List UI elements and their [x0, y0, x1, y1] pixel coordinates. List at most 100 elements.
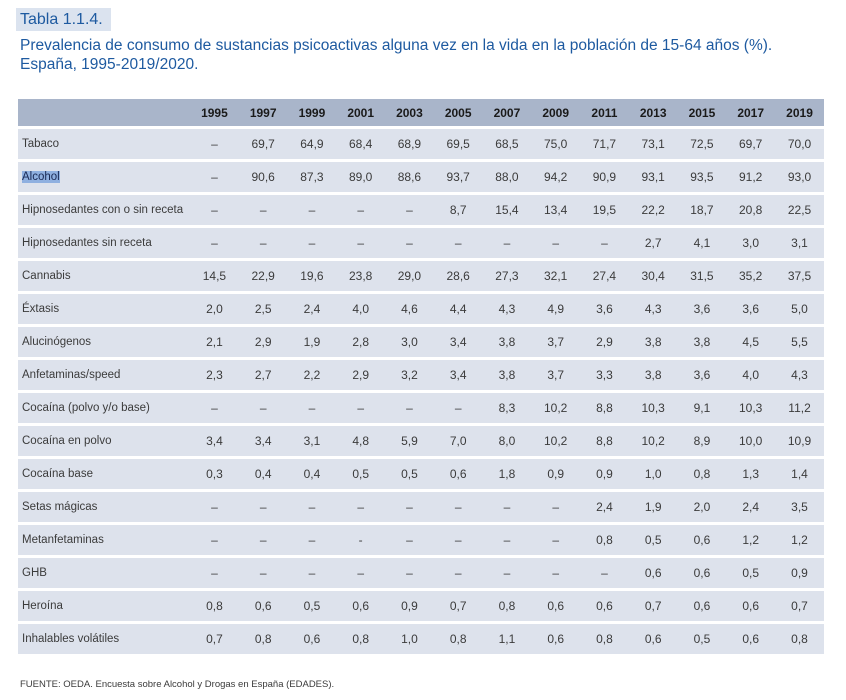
- table-cell: –: [580, 558, 629, 588]
- table-cell: 3,6: [580, 294, 629, 324]
- table-row: Alucinógenos 2,1 2,9 1,9 2,8 3,0 3,4 3,8 3,7 2,9 3…: [18, 327, 824, 357]
- table-cell: 19,5: [580, 195, 629, 225]
- table-number: Tabla 1.1.4.: [16, 8, 111, 31]
- table-cell: –: [190, 195, 239, 225]
- row-label: Alcohol: [18, 162, 191, 192]
- table-cell: 27,3: [482, 261, 532, 291]
- row-label: Éxtasis: [18, 294, 191, 324]
- table-cell: 68,4: [336, 129, 386, 159]
- table-cell: 5,0: [775, 294, 824, 324]
- data-table: 1995 1997 1999 2001 2003 2005 2007 2009 2011 2013…: [18, 96, 824, 657]
- table-cell: 0,8: [433, 624, 483, 654]
- table-cell: 3,8: [628, 327, 678, 357]
- table-cell: 5,5: [775, 327, 824, 357]
- table-cell: 4,3: [628, 294, 678, 324]
- table-cell: 1,3: [726, 459, 776, 489]
- table-cell: –: [336, 393, 386, 423]
- table-cell: 0,6: [677, 558, 727, 588]
- table-cell: 2,0: [677, 492, 727, 522]
- table-cell: 93,5: [677, 162, 727, 192]
- table-cell: 0,9: [385, 591, 434, 621]
- table-cell: 1,0: [385, 624, 434, 654]
- table-cell: 0,7: [628, 591, 678, 621]
- table-row: Inhalables volátiles 0,7 0,8 0,6 0,8 1,0 0,8 1,…: [18, 624, 824, 654]
- table-cell: –: [287, 228, 337, 258]
- header-row: 1995 1997 1999 2001 2003 2005 2007 2009 2011 2013…: [18, 99, 824, 126]
- table-cell: 0,8: [580, 525, 629, 555]
- table-cell: 22,9: [238, 261, 288, 291]
- table-cell: 2,2: [287, 360, 337, 390]
- table-cell: 4,3: [482, 294, 532, 324]
- table-cell: 0,5: [385, 459, 434, 489]
- year-header: 2003: [385, 99, 434, 126]
- table-cell: 0,6: [628, 558, 678, 588]
- table-cell: 13,4: [531, 195, 581, 225]
- table-cell: 2,9: [238, 327, 288, 357]
- table-cell: 3,8: [482, 360, 532, 390]
- row-label-text: Alcohol: [22, 171, 60, 183]
- table-cell: –: [336, 558, 386, 588]
- table-cell: 0,9: [775, 558, 824, 588]
- table-cell: –: [287, 393, 337, 423]
- table-cell: –: [238, 558, 288, 588]
- table-cell: 32,1: [531, 261, 581, 291]
- table-cell: 3,8: [677, 327, 727, 357]
- year-header: 2015: [677, 99, 727, 126]
- table-cell: 3,6: [677, 360, 727, 390]
- table-cell: 73,1: [628, 129, 678, 159]
- table-cell: 0,6: [677, 591, 727, 621]
- table-cell: 2,4: [580, 492, 629, 522]
- row-label: Alucinógenos: [18, 327, 191, 357]
- table-cell: –: [238, 195, 288, 225]
- table-cell: –: [385, 195, 434, 225]
- table-cell: 93,0: [775, 162, 824, 192]
- table-cell: 3,6: [677, 294, 727, 324]
- row-label: Tabaco: [18, 129, 191, 159]
- table-cell: 10,9: [775, 426, 824, 456]
- table-row: Anfetaminas/speed 2,3 2,7 2,2 2,9 3,2 3,4 3,8 3,…: [18, 360, 824, 390]
- table-cell: –: [336, 228, 386, 258]
- table-cell: 27,4: [580, 261, 629, 291]
- table-cell: –: [433, 558, 483, 588]
- table-cell: 8,7: [433, 195, 483, 225]
- table-cell: –: [190, 492, 239, 522]
- table-cell: 0,8: [190, 591, 239, 621]
- year-header: 1995: [190, 99, 239, 126]
- table-cell: 3,2: [385, 360, 434, 390]
- table-cell: 3,4: [433, 360, 483, 390]
- table-cell: 0,5: [287, 591, 337, 621]
- row-label-text: Cocaína base: [22, 468, 93, 480]
- year-header: 2009: [531, 99, 581, 126]
- table-cell: 3,4: [190, 426, 239, 456]
- table-cell: –: [385, 393, 434, 423]
- table-cell: 69,5: [433, 129, 483, 159]
- row-label-text: GHB: [22, 567, 47, 579]
- table-cell: 3,4: [433, 327, 483, 357]
- table-cell: 69,7: [726, 129, 776, 159]
- table-cell: –: [433, 228, 483, 258]
- row-label-text: Inhalables volátiles: [22, 633, 120, 645]
- table-cell: 30,4: [628, 261, 678, 291]
- row-label-text: Cocaína (polvo y/o base): [22, 402, 150, 414]
- table-cell: 2,1: [190, 327, 239, 357]
- row-label: Cannabis: [18, 261, 191, 291]
- table-cell: 68,9: [385, 129, 434, 159]
- table-cell: –: [336, 195, 386, 225]
- table-cell: –: [238, 525, 288, 555]
- table-cell: 4,6: [385, 294, 434, 324]
- table-cell: 7,0: [433, 426, 483, 456]
- table-cell: –: [433, 492, 483, 522]
- table-cell: 0,8: [482, 591, 532, 621]
- table-cell: 89,0: [336, 162, 386, 192]
- table-cell: 29,0: [385, 261, 434, 291]
- row-label-text: Éxtasis: [22, 303, 60, 315]
- table-cell: 0,6: [677, 525, 727, 555]
- table-title: Prevalencia de consumo de sustancias psi…: [20, 37, 773, 73]
- table-cell: 10,3: [628, 393, 678, 423]
- table-cell: 14,5: [190, 261, 239, 291]
- table-cell: –: [482, 558, 532, 588]
- row-label: Cocaína (polvo y/o base): [18, 393, 191, 423]
- table-cell: 3,1: [287, 426, 337, 456]
- row-label: Metanfetaminas: [18, 525, 191, 555]
- table-body: Tabaco –69,7 64,9 68,4 68,9 69,5 68,5 75,0 71,7 7…: [18, 129, 824, 654]
